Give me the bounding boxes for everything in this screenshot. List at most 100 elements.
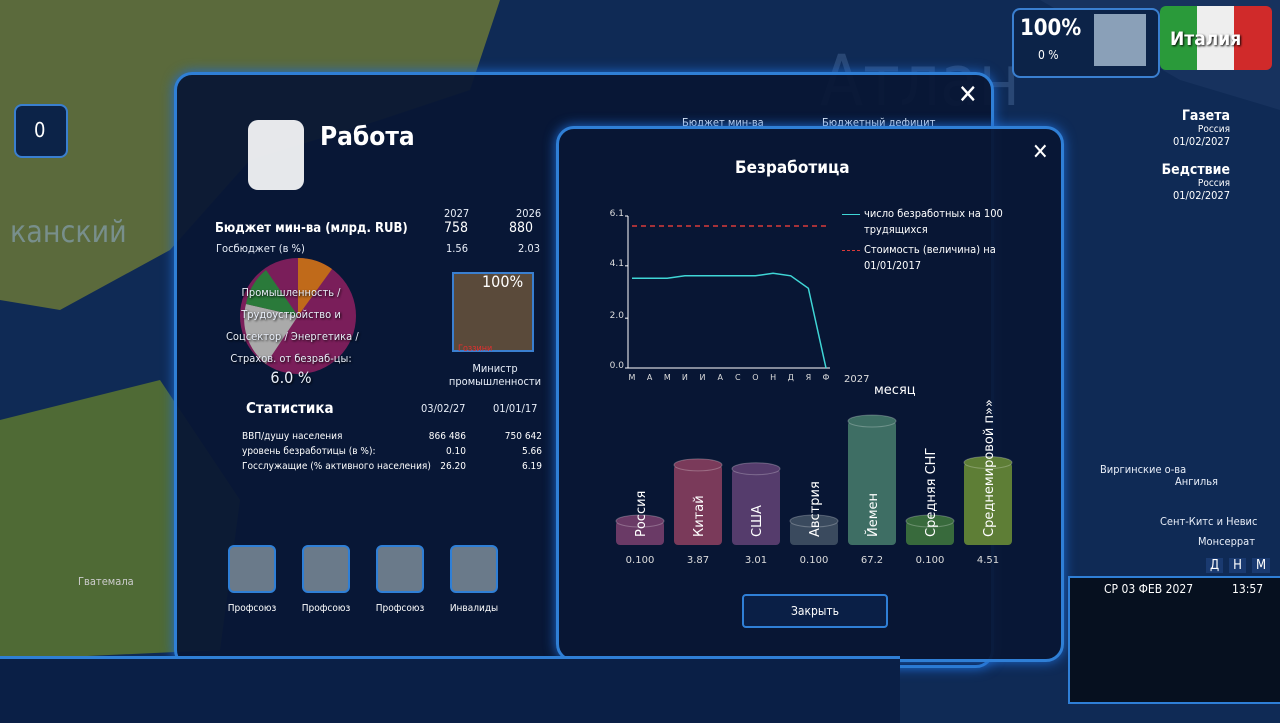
tab[interactable]: Бюджет мин-ва	[682, 116, 764, 129]
speed-button[interactable]: М	[1251, 558, 1271, 573]
legend: число безработных на 100 трудящихся Стоим…	[842, 207, 1022, 274]
counter[interactable]: 0	[14, 104, 68, 158]
news-item[interactable]: Бедствие Россия 01/02/2027	[1130, 162, 1230, 202]
group-portrait	[450, 545, 498, 593]
bar-cap	[615, 514, 665, 528]
bar	[674, 464, 722, 545]
news-item[interactable]: Газета Россия 01/02/2027	[1130, 108, 1230, 148]
stats-label: ВВП/душу населения	[242, 431, 343, 442]
bar-value-label: 4.51	[977, 555, 999, 566]
stats-value: 6.19	[521, 461, 542, 472]
map-label: Виргинские о-ва	[1100, 463, 1187, 476]
bar-category: Йемен	[865, 493, 881, 537]
pie-slice	[298, 258, 332, 316]
bar-cap	[789, 514, 839, 528]
year: 2026	[516, 207, 542, 220]
minister-portrait[interactable]	[452, 272, 534, 352]
minimap[interactable]	[1068, 576, 1280, 704]
news-country: Россия	[1197, 124, 1230, 135]
legend-label: число безработных на 100 трудящихся	[864, 207, 1003, 236]
map-label: Гватемала	[78, 575, 134, 588]
pie-labels: Промышленность / Трудоустройство и Соцсект…	[226, 282, 359, 386]
country-flag[interactable]: Италия	[1160, 6, 1272, 70]
share-label: Госбюджет (в %)	[216, 242, 305, 255]
bar-cap	[731, 462, 781, 476]
legend-swatch	[842, 250, 860, 251]
x-tick-label: М	[629, 373, 636, 382]
close-button[interactable]: Закрыть	[742, 594, 888, 628]
legend-label: Стоимость (величина) на 01/01/2017	[864, 243, 996, 272]
toolbar[interactable]	[0, 656, 900, 723]
map-label: Ангилья	[1175, 475, 1218, 488]
y-tick-label: 4.1	[610, 259, 624, 269]
group-label: Профсоюз	[375, 603, 425, 614]
approval: 100%	[1020, 16, 1082, 41]
game-time: 13:57	[1232, 582, 1264, 596]
bar	[964, 462, 1012, 545]
stats-value: 5.66	[521, 446, 542, 457]
x-tick-label: А	[647, 373, 653, 382]
x-tick-label: Н	[770, 373, 776, 382]
group-portrait	[302, 545, 350, 593]
stats-date: 03/02/27	[421, 402, 466, 415]
bar-category: Австрия	[808, 481, 823, 537]
share-value: 2.03	[518, 242, 541, 255]
group-label: Профсоюз	[227, 603, 277, 614]
tab[interactable]: Бюджетный дефицит	[822, 116, 936, 129]
stats-value: 750 642	[504, 431, 542, 442]
stats-label: Госслужащие (% активного населения)	[242, 461, 431, 472]
popup-charts: 0.0 2.0 4.1 6.1 М А М И И А С О Н Д Я Ф 2027 месяц число б…	[610, 207, 1022, 566]
year: 2027	[444, 207, 470, 220]
bar-value-label: 67.2	[861, 555, 883, 566]
pie-label: Трудоустройство и	[241, 308, 341, 321]
bar-value-label: 0.100	[800, 555, 829, 566]
x-tick-label: И	[700, 373, 706, 382]
minister-approval: 100%	[482, 272, 524, 291]
stats-row: уровень безработицы (в %): 0.10 5.66	[242, 446, 542, 461]
x-tick-label: Д	[788, 373, 794, 382]
map-label: Монсеррат	[1198, 535, 1255, 548]
share-value: 1.56	[446, 242, 469, 255]
x-tick-label: И	[682, 373, 688, 382]
map-label: Сент-Китс и Невис	[1160, 515, 1258, 528]
approval-change: 0 %	[1038, 48, 1059, 62]
legend-swatch	[842, 214, 860, 215]
pie-label: Соцсектор / Энергетика /	[226, 330, 359, 343]
legend-item: Стоимость (величина) на 01/01/2017	[842, 242, 1022, 274]
news-title: Газета	[1181, 108, 1230, 124]
x-tick-label: С	[735, 373, 741, 382]
group-item[interactable]: Профсоюз	[368, 545, 432, 614]
group-item[interactable]: Профсоюз	[294, 545, 358, 614]
speed-button[interactable]: Д	[1206, 558, 1224, 573]
approval-box[interactable]: 100% 0 %	[1012, 8, 1160, 78]
x-year: 2027	[844, 374, 869, 385]
bar-cap	[673, 458, 723, 472]
bar	[848, 421, 896, 545]
group-item[interactable]: Инвалиды	[442, 545, 506, 614]
stats-row: ВВП/душу населения 866 486 750 642	[242, 431, 542, 446]
budget-pie	[240, 258, 356, 374]
speed-button[interactable]: Н	[1229, 558, 1246, 573]
panel-title: Работа	[320, 122, 415, 152]
line-series	[632, 272, 827, 369]
close-icon[interactable]: ✕	[958, 80, 978, 110]
bar-cap	[905, 514, 955, 528]
y-tick-label: 0.0	[610, 361, 625, 371]
bar	[906, 521, 954, 545]
group-item[interactable]: Профсоюз	[220, 545, 284, 614]
close-icon[interactable]: ✕	[1032, 140, 1049, 165]
pie-slice	[246, 270, 298, 316]
bar-value-label: 0.100	[626, 555, 655, 566]
bar-cap	[963, 455, 1013, 469]
y-tick-label: 2.0	[610, 311, 625, 321]
pie-slice	[244, 304, 298, 364]
bar-value-label: 0.100	[916, 555, 945, 566]
news-title: Бедствие	[1161, 162, 1230, 178]
x-tick-label: Я	[806, 373, 812, 382]
bar-category: Россия	[634, 491, 649, 537]
leader-portrait	[1094, 14, 1146, 66]
country-name: Италия	[1170, 28, 1242, 50]
stats-value: 866 486	[428, 431, 466, 442]
y-tick-label: 6.1	[610, 209, 624, 219]
